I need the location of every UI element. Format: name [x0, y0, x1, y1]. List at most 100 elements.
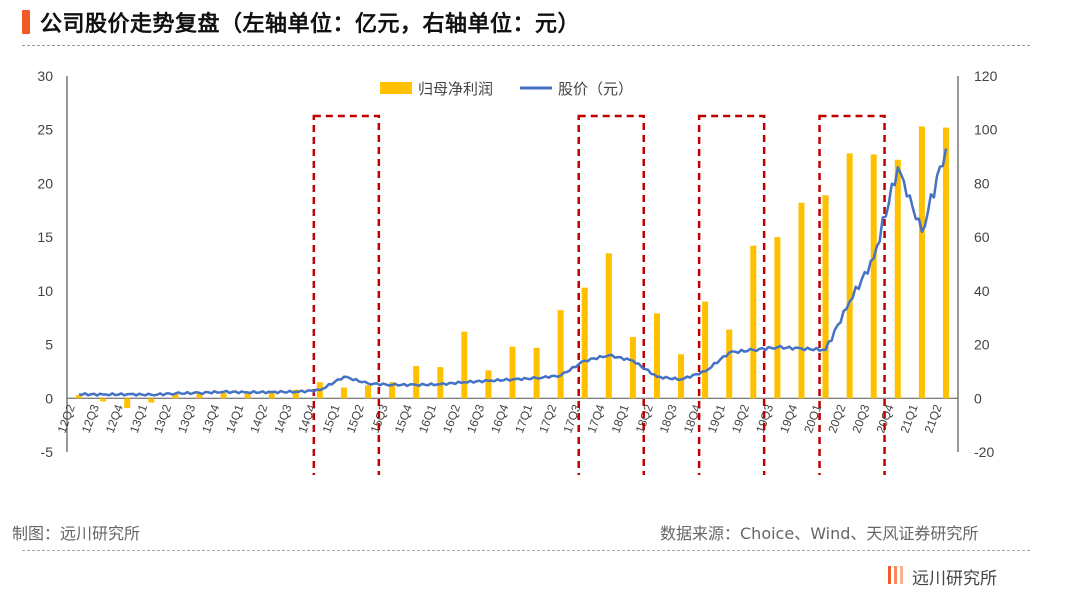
left-tick-label: 0 — [45, 390, 53, 406]
x-tick-label: 20Q4 — [873, 402, 896, 435]
profit-bar — [774, 237, 781, 399]
x-tick-label: 17Q3 — [560, 402, 583, 435]
x-tick-label: 15Q1 — [320, 402, 343, 435]
x-tick-label: 13Q1 — [127, 402, 150, 435]
x-tick-label: 20Q2 — [825, 402, 848, 435]
x-tick-label: 16Q1 — [416, 402, 439, 435]
profit-bar — [629, 337, 636, 399]
chart-axes: -5 0 5 10 15 20 25 30 -20 0 20 40 60 80 100 120 12Q2 12Q3… — [37, 68, 997, 460]
x-tick-label: 14Q4 — [295, 402, 318, 435]
profit-bars — [76, 126, 949, 408]
legend-label: 归母净利润 — [418, 80, 493, 98]
profit-bar — [581, 287, 588, 399]
x-tick-label: 13Q2 — [151, 402, 174, 435]
left-tick-label: 30 — [37, 68, 53, 84]
left-tick-label: 25 — [37, 122, 53, 138]
profit-bar — [100, 398, 107, 402]
profit-bar — [124, 398, 131, 408]
left-tick-label: 15 — [37, 229, 53, 245]
profit-bar — [918, 126, 925, 399]
page-title: 公司股价走势复盘（左轴单位：亿元，右轴单位：元） — [40, 12, 581, 37]
price-line — [78, 148, 948, 397]
left-tick-label: 10 — [37, 283, 53, 299]
x-tick-label: 16Q2 — [440, 402, 463, 435]
x-tick-label: 12Q2 — [55, 402, 78, 435]
left-tick-label: 20 — [37, 175, 53, 191]
profit-bar — [437, 367, 444, 399]
x-tick-label: 17Q4 — [584, 402, 607, 435]
x-tick-label: 19Q2 — [729, 402, 752, 435]
profit-bar — [76, 395, 83, 399]
brand-logo: 远川研究所 — [888, 564, 997, 589]
highlight-box — [818, 114, 886, 475]
highlight-box — [312, 114, 381, 475]
x-tick-label: 14Q1 — [223, 402, 246, 435]
profit-bar — [726, 329, 733, 399]
chart: -5 0 5 10 15 20 25 30 -20 0 20 40 60 80 100 120 12Q2 12Q3… — [37, 68, 998, 475]
x-tick-label: 15Q3 — [368, 402, 391, 435]
x-tick-label: 14Q3 — [271, 402, 294, 435]
right-tick-label: 80 — [974, 175, 990, 191]
x-tick-label: 13Q3 — [175, 402, 198, 435]
highlight-boxes — [312, 114, 886, 475]
x-tick-label: 19Q3 — [753, 402, 776, 435]
profit-bar — [894, 159, 901, 399]
x-tick-label: 18Q4 — [681, 402, 704, 435]
profit-bar — [870, 154, 877, 399]
profit-bar — [750, 245, 757, 399]
right-tick-label: 0 — [974, 390, 982, 406]
x-tick-label: 13Q4 — [199, 402, 222, 435]
profit-bar — [461, 331, 468, 399]
profit-bar — [389, 382, 396, 399]
profit-bar — [653, 313, 660, 399]
data-source: 数据来源：Choice、Wind、天风证券研究所 — [660, 524, 979, 543]
legend-bar-swatch — [380, 82, 412, 94]
footer-divider — [22, 550, 1030, 551]
profit-bar — [702, 301, 709, 399]
x-tick-label: 19Q1 — [705, 402, 728, 435]
profit-bar — [220, 392, 227, 399]
x-tick-label: 15Q4 — [392, 402, 415, 435]
profit-bar — [148, 398, 155, 403]
x-tick-label: 18Q1 — [609, 402, 632, 435]
title-divider — [22, 45, 1030, 46]
x-tick-label: 17Q2 — [536, 402, 559, 435]
profit-bar — [533, 347, 540, 399]
profit-bar — [846, 153, 853, 399]
x-tick-label: 17Q1 — [512, 402, 535, 435]
profit-bar — [268, 390, 275, 399]
x-tick-label: 12Q3 — [79, 402, 102, 435]
profit-bar — [942, 127, 949, 399]
profit-bar — [485, 370, 492, 399]
profit-bar — [244, 391, 251, 399]
profit-bar — [509, 346, 516, 399]
right-tick-label: 100 — [974, 122, 998, 138]
x-tick-label: 12Q4 — [103, 402, 126, 435]
profit-bar — [365, 385, 372, 399]
x-tick-label: 16Q4 — [488, 402, 511, 435]
price-series-line — [78, 148, 948, 397]
left-tick-label: -5 — [41, 444, 54, 460]
left-tick-label: 5 — [45, 337, 53, 353]
profit-bar — [798, 202, 805, 399]
profit-bar — [678, 354, 685, 399]
title-accent-bar — [22, 10, 30, 34]
x-tick-label: 20Q1 — [801, 402, 824, 435]
x-tick-label: 20Q3 — [849, 402, 872, 435]
right-tick-label: 120 — [974, 68, 998, 84]
highlight-box — [577, 114, 645, 475]
x-tick-label: 21Q1 — [898, 402, 921, 435]
right-tick-label: -20 — [974, 444, 994, 460]
legend-label: 股价（元） — [558, 80, 633, 98]
x-tick-label: 18Q3 — [657, 402, 680, 435]
x-tick-label: 16Q3 — [464, 402, 487, 435]
profit-bar — [292, 389, 299, 399]
highlight-box — [697, 114, 766, 475]
chart-credit: 制图：远川研究所 — [12, 524, 141, 543]
x-tick-label: 19Q4 — [777, 402, 800, 435]
profit-bar — [822, 195, 829, 399]
profit-bar — [172, 393, 179, 399]
brand-name: 远川研究所 — [912, 569, 997, 589]
right-tick-label: 20 — [974, 337, 990, 353]
profit-bar — [340, 387, 347, 399]
